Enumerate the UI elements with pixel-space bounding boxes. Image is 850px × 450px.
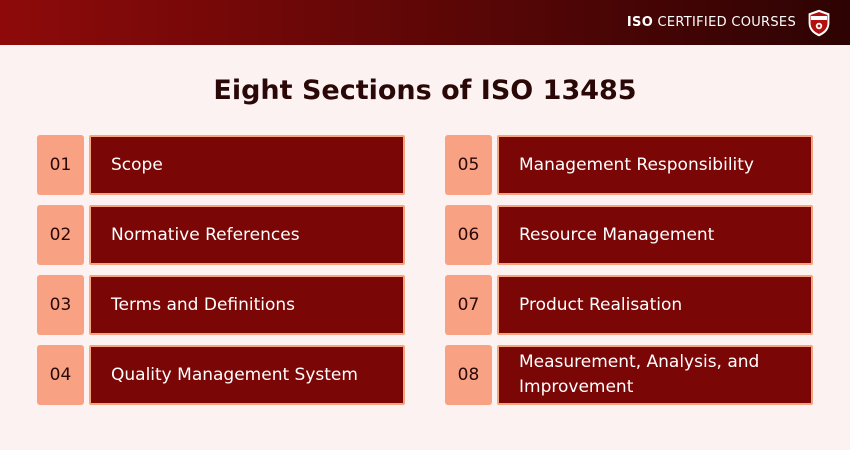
sections-grid: 01 Scope 05 Management Responsibility 02… (37, 135, 813, 405)
section-number: 06 (445, 205, 492, 265)
section-label: Resource Management (497, 205, 813, 265)
section-label: Scope (89, 135, 405, 195)
section-number: 01 (37, 135, 84, 195)
section-item: 07 Product Realisation (445, 275, 813, 335)
section-number: 03 (37, 275, 84, 335)
section-item: 01 Scope (37, 135, 405, 195)
section-item: 05 Management Responsibility (445, 135, 813, 195)
brand-text: ISO CERTIFIED COURSES (627, 15, 796, 30)
shield-logo-icon (807, 7, 831, 38)
section-label: Normative References (89, 205, 405, 265)
brand-bold: ISO (626, 15, 654, 30)
section-label: Quality Management System (89, 345, 405, 405)
section-label: Product Realisation (497, 275, 813, 335)
section-number: 02 (37, 205, 84, 265)
section-item: 02 Normative References (37, 205, 405, 265)
brand-rest: CERTIFIED COURSES (657, 15, 796, 30)
section-item: 04 Quality Management System (37, 345, 405, 405)
section-number: 05 (445, 135, 492, 195)
section-item: 03 Terms and Definitions (37, 275, 405, 335)
section-label: Measurement, Analysis, and Improvement (497, 345, 813, 405)
section-item: 08 Measurement, Analysis, and Improvemen… (445, 345, 813, 405)
section-item: 06 Resource Management (445, 205, 813, 265)
section-number: 04 (37, 345, 84, 405)
section-number: 07 (445, 275, 492, 335)
section-label: Terms and Definitions (89, 275, 405, 335)
section-number: 08 (445, 345, 492, 405)
section-label: Management Responsibility (497, 135, 813, 195)
page-title: Eight Sections of ISO 13485 (213, 75, 637, 106)
header-bar: ISO CERTIFIED COURSES (0, 0, 850, 45)
brand: ISO CERTIFIED COURSES (627, 0, 832, 45)
